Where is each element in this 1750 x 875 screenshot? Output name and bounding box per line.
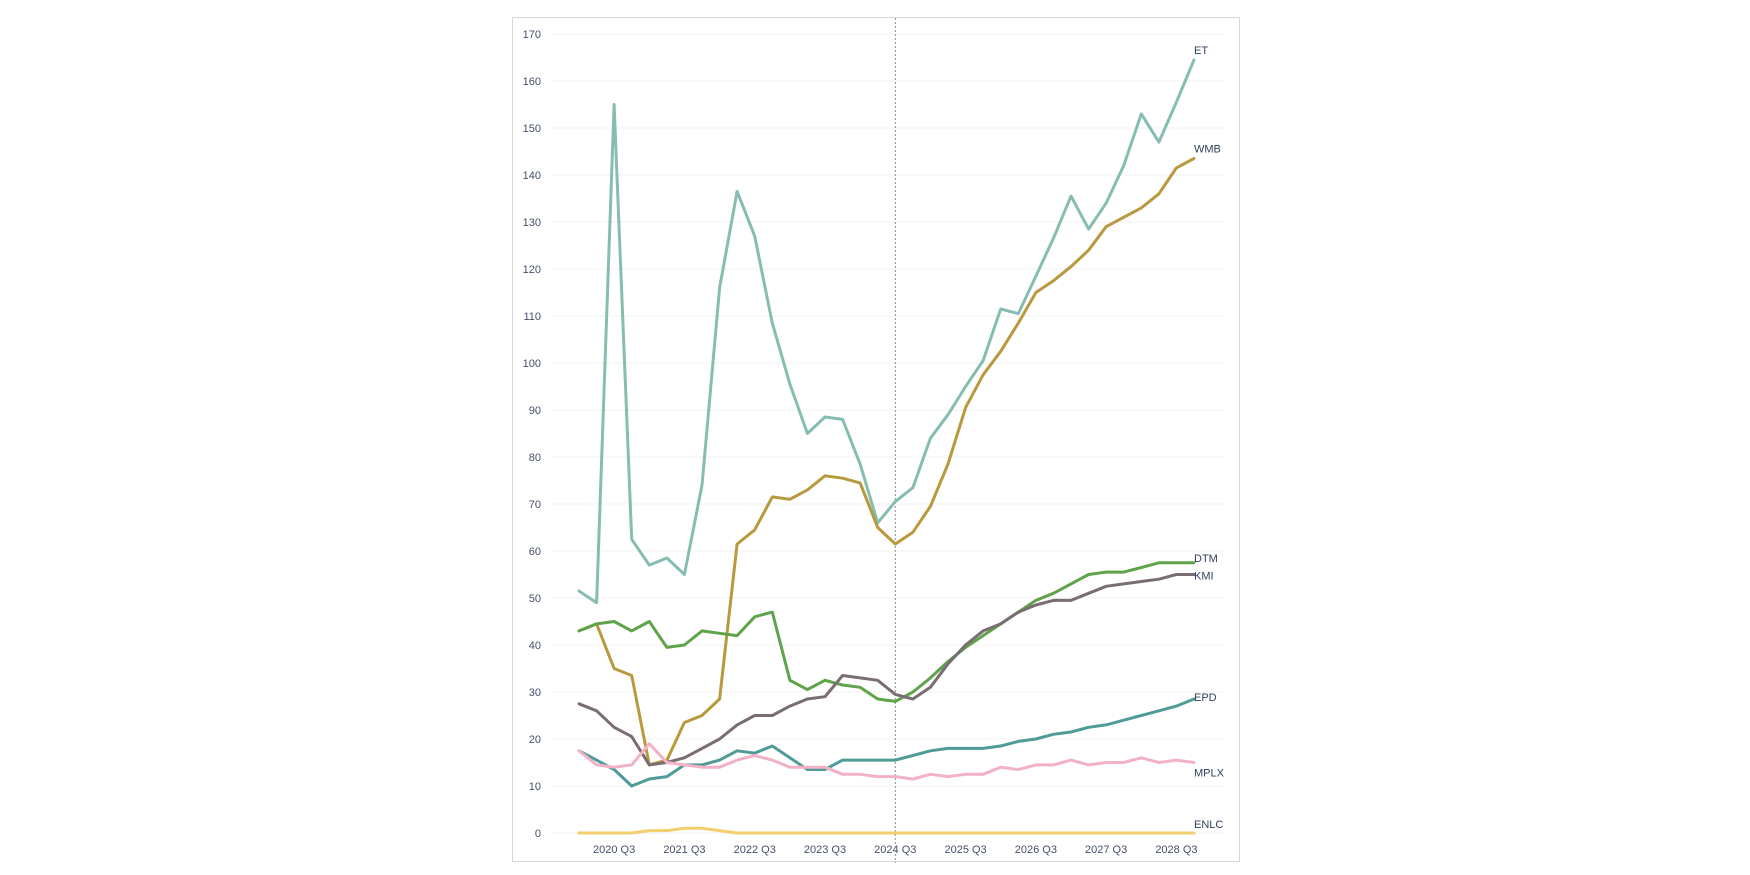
series-label-epd: EPD xyxy=(1194,692,1217,704)
y-tick-label: 20 xyxy=(529,734,541,746)
series-line-mplx xyxy=(577,742,1196,781)
series-label-mplx: MPLX xyxy=(1194,768,1225,780)
y-tick-label: 100 xyxy=(523,358,541,370)
chart-frame: 0 10 20 30 40 50 60 70 80 90 100 110 120 130 140 150 160… xyxy=(512,17,1240,863)
series-labels: ET WMB DTM KMI EPD MPLX ENLC xyxy=(1194,45,1225,831)
series-line-kmi xyxy=(577,573,1196,767)
series-label-wmb: WMB xyxy=(1194,144,1221,156)
y-tick-label: 10 xyxy=(529,781,541,793)
line-chart: 0 10 20 30 40 50 60 70 80 90 100 110 120 130 140 150 160… xyxy=(523,18,1225,863)
y-tick-label: 0 xyxy=(535,828,541,840)
series-line-enlc xyxy=(577,826,1196,835)
y-tick-label: 70 xyxy=(529,499,541,511)
x-tick-label: 2025 Q3 xyxy=(944,844,986,856)
x-tick-label: 2020 Q3 xyxy=(593,844,635,856)
x-tick-label: 2028 Q3 xyxy=(1155,844,1197,856)
y-tick-label: 60 xyxy=(529,546,541,558)
y-tick-label: 140 xyxy=(523,170,541,182)
y-tick-label: 160 xyxy=(523,76,541,88)
y-tick-label: 30 xyxy=(529,687,541,699)
series-label-enlc: ENLC xyxy=(1194,819,1223,831)
series-line-et xyxy=(577,58,1196,605)
series-line-epd xyxy=(577,697,1196,788)
grid-lines xyxy=(551,33,1225,834)
y-tick-label: 130 xyxy=(523,217,541,229)
series-line-wmb xyxy=(577,157,1196,767)
series-label-kmi: KMI xyxy=(1194,571,1214,583)
y-tick-label: 170 xyxy=(523,29,541,41)
x-axis: 2020 Q3 2021 Q3 2022 Q3 2023 Q3 2024 Q3 2025 … xyxy=(593,844,1197,856)
series-line-dtm xyxy=(577,561,1196,703)
y-tick-label: 110 xyxy=(523,311,541,323)
y-tick-label: 40 xyxy=(529,640,541,652)
series-label-dtm: DTM xyxy=(1194,553,1218,565)
y-tick-label: 90 xyxy=(529,405,541,417)
x-tick-label: 2021 Q3 xyxy=(663,844,705,856)
series-lines xyxy=(577,58,1196,835)
y-axis: 0 10 20 30 40 50 60 70 80 90 100 110 120 130 140 150 160… xyxy=(523,29,541,840)
y-tick-label: 50 xyxy=(529,593,541,605)
x-tick-label: 2022 Q3 xyxy=(734,844,776,856)
y-tick-label: 150 xyxy=(523,123,541,135)
y-tick-label: 80 xyxy=(529,452,541,464)
y-tick-label: 120 xyxy=(523,264,541,276)
x-tick-label: 2027 Q3 xyxy=(1085,844,1127,856)
x-tick-label: 2023 Q3 xyxy=(804,844,846,856)
series-label-et: ET xyxy=(1194,45,1208,57)
x-tick-label: 2026 Q3 xyxy=(1015,844,1057,856)
